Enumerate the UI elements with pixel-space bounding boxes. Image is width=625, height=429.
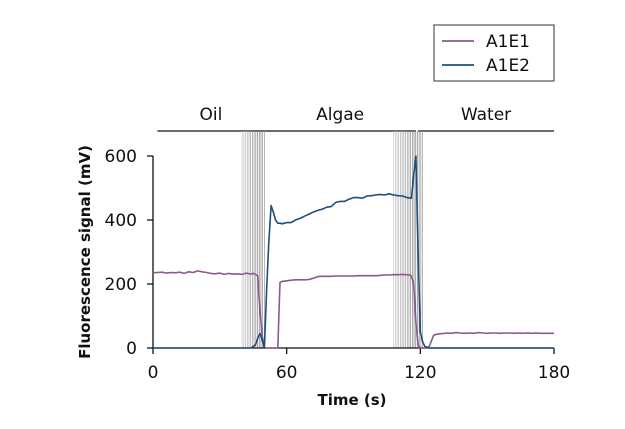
x-tick-label: 60	[276, 363, 298, 383]
legend-label-a1e1: A1E1	[486, 32, 530, 52]
x-axis-title: Time (s)	[317, 391, 386, 409]
series-lines	[152, 155, 554, 349]
x-tick-label: 0	[148, 363, 159, 383]
legend-label-a1e2: A1E2	[486, 56, 530, 76]
y-tick-label: 200	[105, 275, 137, 295]
legend-box	[433, 24, 555, 82]
series-line-a1e2	[153, 155, 554, 349]
x-tick-label: 120	[404, 363, 436, 383]
y-tick-label: 600	[105, 147, 137, 167]
region-annotations: Oil Algae Water	[157, 105, 554, 132]
region-label-algae: Algae	[316, 105, 364, 125]
axes: 0 60 120 180 0 200 400 600	[105, 147, 571, 383]
y-tick-label: 0	[126, 339, 137, 359]
region-label-oil: Oil	[200, 105, 223, 125]
legend: A1E1 A1E2	[433, 24, 555, 82]
y-axis-title: Fluorescence signal (mV)	[76, 145, 94, 359]
transition-band-0	[241, 131, 265, 348]
region-label-water: Water	[461, 105, 511, 125]
x-tick-label: 180	[538, 363, 570, 383]
series-line-a1e1	[152, 270, 554, 349]
y-tick-label: 400	[105, 211, 137, 231]
